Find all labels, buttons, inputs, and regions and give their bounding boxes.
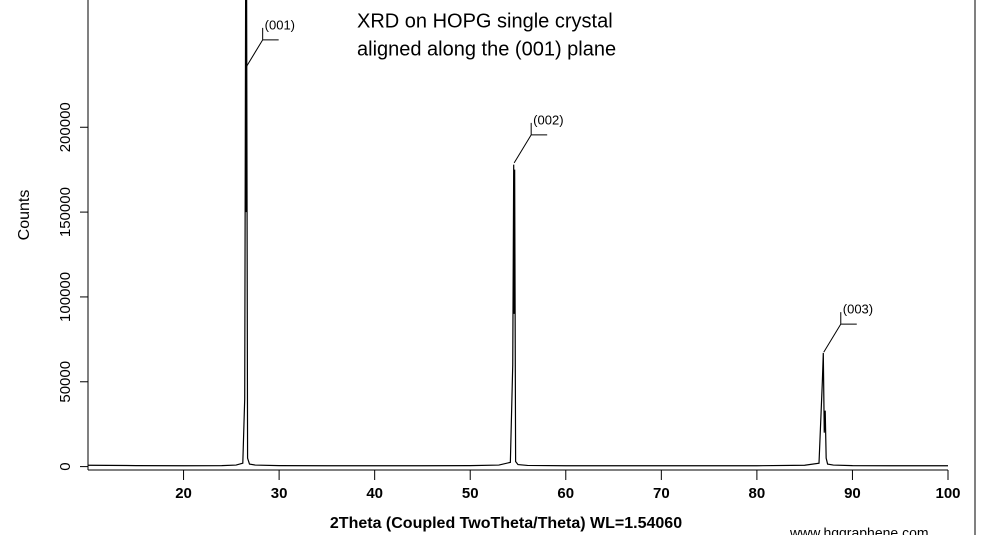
annotation-label: (002) bbox=[533, 112, 563, 127]
annotation-label: (001) bbox=[265, 17, 295, 32]
x-tick-label: 100 bbox=[935, 485, 960, 502]
y-axis-label: Counts bbox=[16, 190, 33, 241]
annotation-label: (003) bbox=[843, 302, 873, 317]
title: XRD on HOPG single crystal bbox=[357, 10, 613, 32]
x-axis-label: 2Theta (Coupled TwoTheta/Theta) WL=1.540… bbox=[330, 515, 682, 532]
x-tick-label: 20 bbox=[175, 485, 192, 502]
y-tick-label: 100000 bbox=[57, 272, 74, 322]
x-tick-label: 50 bbox=[462, 485, 479, 502]
x-tick-label: 80 bbox=[749, 485, 766, 502]
title: aligned along the (001) plane bbox=[357, 38, 616, 60]
x-tick-label: 40 bbox=[366, 485, 383, 502]
x-tick-label: 30 bbox=[271, 485, 288, 502]
x-tick-label: 70 bbox=[653, 485, 670, 502]
x-tick-label: 90 bbox=[844, 485, 861, 502]
y-tick-label: 200000 bbox=[57, 102, 74, 152]
y-tick-label: 150000 bbox=[57, 187, 74, 237]
line-series bbox=[88, 0, 948, 467]
annotation-leader bbox=[245, 27, 279, 69]
y-tick-label: 0 bbox=[57, 462, 74, 470]
annotation-leader bbox=[823, 312, 857, 353]
y-tick-label: 50000 bbox=[57, 361, 74, 403]
watermark: www.hqgraphene.com bbox=[789, 525, 929, 535]
x-tick-label: 60 bbox=[557, 485, 574, 502]
annotation-leader bbox=[513, 122, 548, 164]
